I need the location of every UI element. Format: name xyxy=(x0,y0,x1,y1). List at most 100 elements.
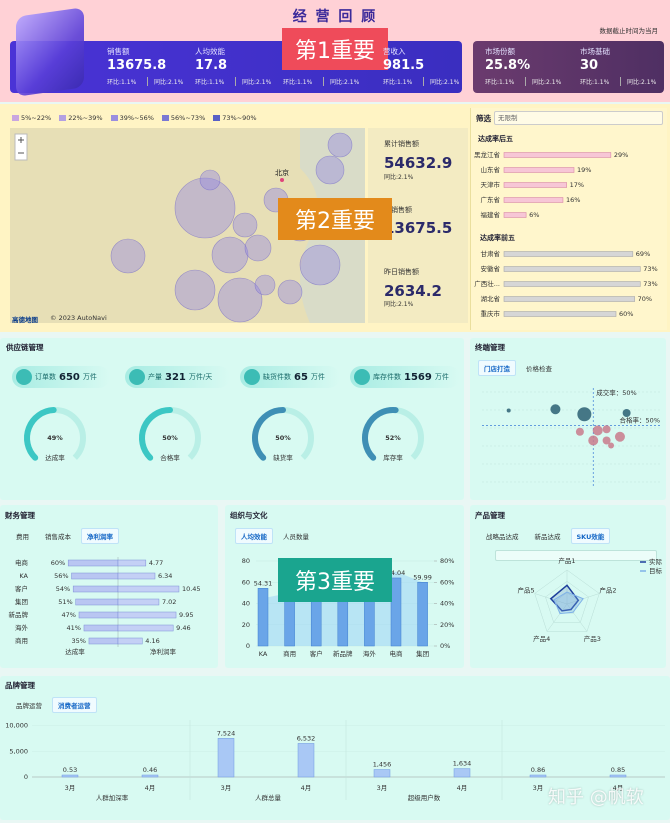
bar-left xyxy=(75,598,119,606)
kpi-mom: 环比:1.1% xyxy=(283,79,313,86)
header-icon xyxy=(16,7,84,97)
tab[interactable]: SKU效能 xyxy=(570,528,611,544)
radar-label: 产品2 xyxy=(599,586,616,595)
bar-left xyxy=(72,585,119,593)
kpi-yoy: 同比:2.1% xyxy=(620,77,656,86)
x-tick-label: 4月 xyxy=(613,784,624,792)
product-dropdown[interactable] xyxy=(495,550,657,561)
bar xyxy=(141,774,159,778)
category-label: 甘肃省 xyxy=(481,249,501,258)
value-label: 19% xyxy=(577,166,591,174)
x-tick-label: 3月 xyxy=(65,784,76,792)
scatter-chart: 成交率：50% 合格率：50% xyxy=(482,388,660,488)
tab[interactable]: 价格检查 xyxy=(526,365,552,373)
value-label: 70% xyxy=(638,295,652,303)
radar-label: 产品4 xyxy=(533,634,550,643)
kpi-icon xyxy=(244,369,260,385)
kpi-value: 981.5 xyxy=(383,58,425,73)
stat-value: 2634.2 xyxy=(384,282,442,300)
tab[interactable]: 品牌运营 xyxy=(16,702,42,710)
y-tick-label: 10,000 xyxy=(5,722,28,730)
tab[interactable]: 门店打造 xyxy=(478,360,516,376)
bubble xyxy=(110,238,146,274)
panel-title: 财务管理 xyxy=(5,511,35,520)
value-label: 64.04 xyxy=(387,569,406,577)
bar xyxy=(503,311,617,317)
point xyxy=(608,442,615,449)
x-tick-label: 3月 xyxy=(533,784,544,792)
y-tick-label: 5,000 xyxy=(9,747,28,755)
panel-title: 组织与文化 xyxy=(230,511,268,520)
y-tick-label: 0 xyxy=(24,773,28,781)
value-label: 4.77 xyxy=(149,559,163,567)
reference-label: 合格率：50% xyxy=(620,416,660,425)
tab-bar: 门店打造 价格检查 xyxy=(478,360,558,376)
kpi-icon xyxy=(354,369,370,385)
value-label: 9.46 xyxy=(176,624,190,632)
kpi-label: 营收入 xyxy=(383,47,406,56)
category-label: 广东省 xyxy=(481,195,501,204)
kpi-label: 市场份额 xyxy=(485,47,515,56)
bubble xyxy=(327,132,353,158)
legend-label: 实际 xyxy=(649,557,663,566)
bar xyxy=(503,212,527,218)
bar xyxy=(503,167,575,173)
bar-left xyxy=(67,559,119,567)
bubble xyxy=(315,155,345,185)
y2-tick-label: 60% xyxy=(440,578,454,586)
tab-bar: 人均效能 人员数量 xyxy=(235,528,315,544)
value-label: 56% xyxy=(54,572,68,580)
tab[interactable]: 新品达成 xyxy=(534,533,561,541)
x-tick-label: 客户 xyxy=(310,649,323,658)
bar xyxy=(609,774,627,778)
value-label: 59.99 xyxy=(413,573,432,581)
group-label: 人群总量 xyxy=(255,793,282,802)
kpi-yoy: 同比:2.1% xyxy=(235,77,271,86)
kpi-label: 人均效能 xyxy=(195,47,225,56)
kpi-value: 321 xyxy=(165,371,186,383)
bar-left xyxy=(78,611,119,619)
value-label: 35% xyxy=(71,637,85,645)
bar xyxy=(503,251,634,257)
kpi-pill: 缺货件数 65 万件 xyxy=(240,366,340,388)
bubble xyxy=(217,277,263,323)
brand-panel xyxy=(0,676,670,820)
tab[interactable]: 人均效能 xyxy=(235,528,273,544)
bar xyxy=(503,296,635,302)
tab[interactable]: 人员数量 xyxy=(283,533,309,541)
legend-item: 56%~73% xyxy=(161,114,205,122)
bar-right xyxy=(117,611,177,619)
value-label: 9.95 xyxy=(179,611,193,619)
gauge-label: 缺货率 xyxy=(273,453,293,462)
legend-item: 5%~22% xyxy=(12,114,51,122)
y-tick-label: 20 xyxy=(242,621,250,629)
legend-swatch xyxy=(213,115,221,121)
kpi-value: 13675.8 xyxy=(107,58,167,73)
axis-label: 达成率 xyxy=(65,647,85,656)
stat-yoy: 同比:2.1% xyxy=(384,174,414,181)
kpi-value: 30 xyxy=(580,58,599,73)
bubble xyxy=(199,169,221,191)
bar xyxy=(417,582,428,647)
tab[interactable]: 费用 xyxy=(16,533,29,541)
point xyxy=(506,408,511,413)
kpi-yoy: 同比:2.1% xyxy=(423,77,459,86)
value-label: 73% xyxy=(643,265,657,273)
tab-bar: 费用 销售成本 净利润率 xyxy=(10,528,119,544)
tab[interactable]: 净利润率 xyxy=(81,528,119,544)
city-dot xyxy=(280,178,284,182)
tab[interactable]: 销售成本 xyxy=(45,533,71,541)
tab[interactable]: 战略品达成 xyxy=(486,533,519,541)
tab[interactable]: 消费者运营 xyxy=(52,697,97,713)
value-label: 6% xyxy=(529,211,539,219)
radar-label: 产品3 xyxy=(584,634,601,643)
ranking-panel xyxy=(470,108,667,330)
category-label: 广西壮... xyxy=(474,279,500,288)
filter-dropdown[interactable]: 无限制 xyxy=(494,111,663,125)
x-tick-label: 商用 xyxy=(283,649,296,658)
gauge-value: 52% xyxy=(385,434,401,442)
category-label: 海外 xyxy=(15,623,29,632)
bar xyxy=(337,599,349,647)
